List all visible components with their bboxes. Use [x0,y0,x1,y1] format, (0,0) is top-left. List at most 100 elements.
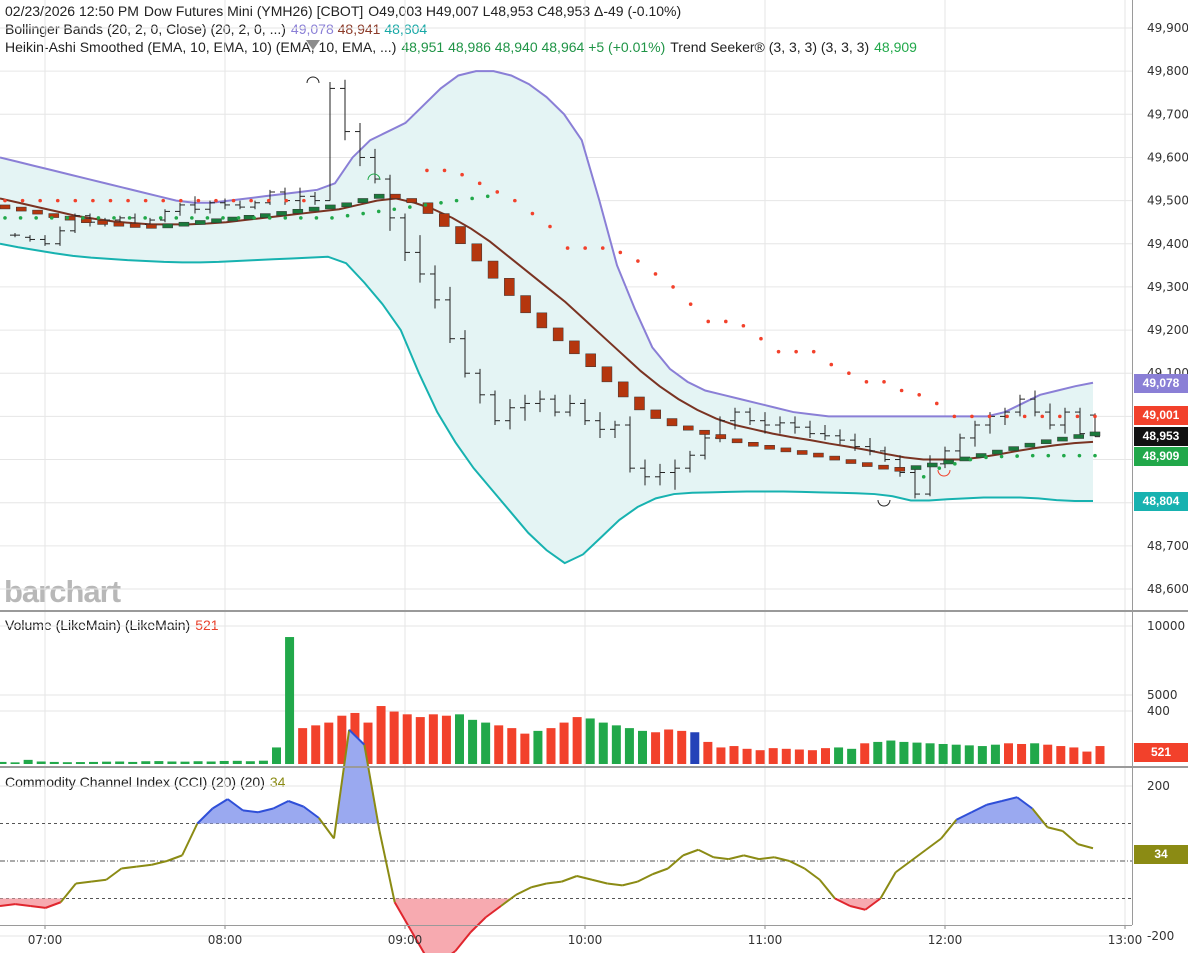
cci-line-segment [576,875,593,881]
price-bar [325,81,335,202]
ha-candle [292,208,304,214]
trend-seeker-red-dot [55,198,60,203]
price-bar [640,459,650,486]
volume-label: Volume (LikeMain) (LikeMain) [5,617,191,633]
trend-seeker-green-dot [65,216,70,220]
price-bar [745,407,755,426]
cci-line-segment [546,880,562,885]
volume-bar [494,725,504,764]
ha-candle [406,198,417,204]
header-instrument: Dow Futures Mini (YMH26) [CBOT] [143,3,364,19]
volume-bar [886,740,896,764]
price-y-tick: 49,900 [1147,21,1188,35]
price-bar [160,209,170,223]
volume-bar [533,730,543,764]
volume-bar [925,743,935,764]
cci-line-segment [1061,830,1079,845]
trend-seeker-red-dot [724,319,728,324]
volume-legend[interactable]: Volume (LikeMain) (LikeMain) 521 [5,616,224,634]
cci-line-segment [515,886,532,896]
cci-line-segment [773,856,790,862]
cci-line-segment [864,897,882,911]
x-tick-label: 10:00 [568,933,603,947]
cci-line-segment [242,809,259,814]
volume-bar [141,761,151,764]
volume-bar [75,762,85,764]
price-bar [970,420,980,447]
cci-line-segment [803,867,821,881]
trend-seeker-red-dot [899,388,904,393]
volume-bar [441,715,451,764]
price-bar [955,433,965,460]
trend-seeker-green-dot [252,216,256,220]
ha-candle [796,450,808,455]
trend-seeker-green-dot [221,216,225,220]
cci-line-segment [879,871,897,900]
trend-seeker-green-dot [267,216,272,220]
cci-line-segment [469,916,487,933]
volume-bar [690,732,700,764]
cci-line-segment [1031,807,1049,828]
ha-candle [601,366,613,383]
cci-line-segment [637,873,654,883]
ts-value: 48,909 [874,39,917,55]
cci-line-segment [1047,826,1063,832]
volume-bar [794,749,804,764]
trend-seeker-green-dot [190,216,194,220]
volume-bar [572,717,582,764]
ts-label: Trend Seeker® (3, 3, 3) (3, 3, 3) [670,39,870,55]
price-bar [865,437,875,456]
volume-bar [415,717,425,764]
cci-line-segment [834,897,851,907]
chart-header: 02/23/2026 12:50 PM Dow Futures Mini (YMH… [5,2,686,20]
swing-marker [937,469,951,477]
price-bar [1060,407,1070,434]
ha-values: 48,951 48,986 48,940 48,964 +5 (+0.01%) [401,39,666,55]
ha-candle [1057,436,1068,442]
trend-seeker-red-dot [38,198,42,203]
trend-seeker-green-dot [408,205,412,209]
ha-candle [748,442,759,447]
volume-bar [651,732,661,764]
volume-bar [1030,743,1040,764]
cci-line-segment [30,905,46,909]
price-bar [190,196,200,214]
cci-line-segment [940,819,958,840]
cci-line-segment [363,744,381,832]
ha-candle [975,453,987,458]
bollinger-lower-line [0,242,1093,565]
cci-line-segment [59,882,77,903]
volume-bar [49,761,59,764]
trend-seeker-red-dot [477,181,482,186]
trend-seeker-green-dot [361,211,365,216]
volume-bar [1082,751,1092,764]
volume-bar [964,745,974,764]
ha-candle [260,213,271,218]
price-y-tick: 49,800 [1147,64,1188,78]
price-bar [505,399,515,430]
price-bar [730,407,740,430]
x-tick-label: 12:00 [928,933,963,947]
trend-seeker-red-dot [91,198,95,203]
volume-bar [193,761,203,764]
price-bar [460,330,470,378]
trend-seeker-green-dot [299,216,303,220]
ha-candle [1040,439,1052,444]
price-bar [1030,390,1040,417]
bollinger-legend[interactable]: Bollinger Bands (20, 2, 0, Close) (20, 2… [5,20,432,38]
volume-bar [337,715,347,764]
ha-candle [617,381,629,398]
price-bar [610,420,620,438]
volume-bar [258,760,268,764]
volume-bar [311,725,321,764]
price-bar [760,412,770,434]
trend-seeker-green-dot [96,216,101,220]
heikin-ashi-legend[interactable]: Heikin-Ashi Smoothed (EMA, 10, EMA, 10) … [5,38,922,56]
volume-bar [912,742,922,764]
trend-seeker-red-dot [847,371,851,376]
trend-seeker-red-dot [249,198,253,203]
cci-line-segment [196,807,214,825]
ha-candle [910,465,922,470]
volume-bar [546,728,556,764]
